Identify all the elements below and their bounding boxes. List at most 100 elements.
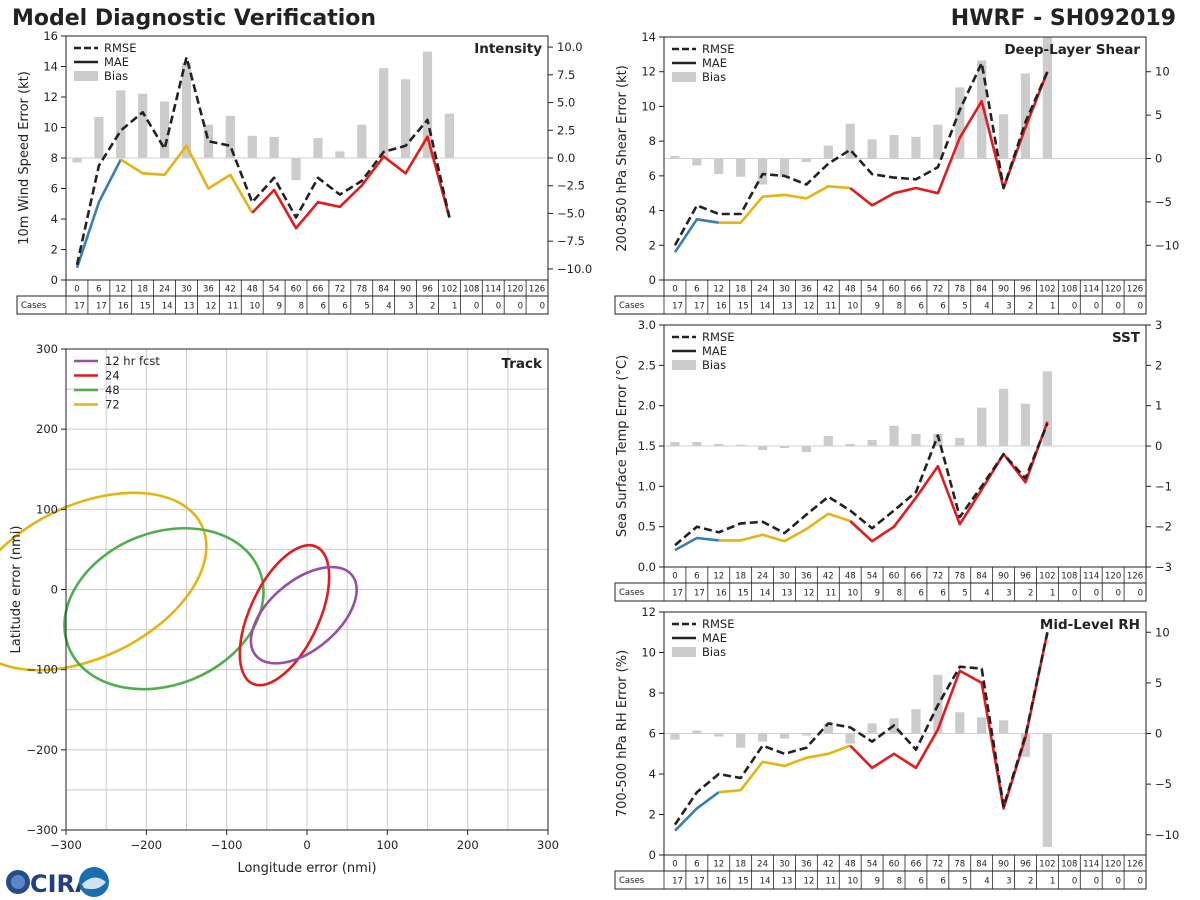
legend-bias-label: Bias — [104, 69, 128, 83]
legend-bias-swatch — [672, 647, 696, 657]
legend-bias-swatch — [672, 72, 696, 82]
case-count: 5 — [962, 877, 967, 887]
bias-bar — [955, 87, 965, 159]
bias-bar — [159, 101, 170, 158]
y-tick-label: 8 — [649, 134, 656, 148]
hour-label: 36 — [801, 285, 812, 295]
cira-logo: CIRA — [6, 867, 109, 898]
case-count: 2 — [1028, 302, 1033, 312]
y-tick-label: 0.5 — [638, 520, 656, 534]
panel-label: Deep-Layer Shear — [1004, 42, 1140, 58]
y-tick-label: 2 — [51, 243, 58, 257]
hour-label: 96 — [1020, 860, 1031, 870]
hour-label: 6 — [694, 860, 699, 870]
hour-label: 72 — [932, 285, 943, 295]
case-count: 5 — [962, 302, 967, 312]
x-tick-label: 200 — [457, 838, 479, 852]
bias-bar — [779, 446, 790, 449]
hour-label: 42 — [823, 285, 834, 295]
hour-label: 24 — [757, 860, 768, 870]
mae-line-mid — [718, 744, 851, 794]
case-count: 10 — [847, 589, 858, 599]
legend-mae-label: MAE — [702, 344, 727, 358]
y2-tick-label: 2.5 — [557, 123, 575, 137]
case-count: 3 — [1006, 589, 1011, 599]
y2-tick-label: 10 — [1155, 625, 1170, 639]
case-count: 6 — [940, 589, 945, 599]
y2-tick-label: −5.0 — [557, 206, 585, 220]
y2-tick-label: −2 — [1155, 520, 1172, 534]
bias-bar — [933, 124, 943, 159]
case-count: 16 — [716, 589, 727, 599]
bias-bar — [291, 158, 301, 181]
hour-label: 114 — [1083, 572, 1099, 582]
case-count: 0 — [1138, 589, 1143, 599]
mae-line-late — [849, 71, 1049, 207]
y-tick-label: 4 — [51, 212, 58, 226]
cases-label: Cases — [619, 301, 645, 311]
bias-bar — [714, 158, 724, 175]
bias-bar — [801, 446, 812, 453]
legend-rmse-label: RMSE — [702, 330, 734, 344]
bias-bar — [998, 720, 1009, 734]
y-tick-label: 10 — [641, 99, 656, 113]
bias-bar — [379, 68, 389, 158]
hour-label: 42 — [225, 285, 236, 295]
panel-label: Mid-Level RH — [1040, 617, 1140, 633]
hour-label: 48 — [845, 572, 856, 582]
hour-label: 30 — [779, 285, 790, 295]
case-count: 1 — [1050, 589, 1055, 599]
hour-label: 78 — [954, 572, 965, 582]
y2-tick-label: 5.0 — [557, 96, 575, 110]
hour-label: 0 — [672, 860, 677, 870]
hour-label: 0 — [672, 285, 677, 295]
bias-bar — [94, 116, 104, 158]
hour-label: 30 — [779, 860, 790, 870]
case-count: 6 — [940, 877, 945, 887]
y2-tick-label: 7.5 — [557, 68, 575, 82]
bias-bar — [444, 113, 455, 158]
bias-bar — [867, 439, 877, 446]
case-count: 2 — [1028, 877, 1033, 887]
case-count: 3 — [408, 302, 413, 312]
y-tick-label: 0 — [51, 583, 58, 597]
hour-label: 102 — [1039, 285, 1055, 295]
bias-bar — [823, 435, 833, 446]
x-tick-label: −100 — [211, 838, 243, 852]
bias-bar — [247, 135, 257, 158]
seal-bird-icon — [82, 877, 106, 890]
hour-label: 60 — [889, 860, 900, 870]
hour-label: 18 — [735, 860, 746, 870]
mae-line-early — [674, 536, 719, 552]
legend-label: 12 hr fcst — [105, 354, 160, 368]
legend-label: 24 — [105, 369, 120, 383]
legend-rmse-label: RMSE — [702, 617, 734, 631]
case-count: 0 — [1116, 302, 1121, 312]
case-count: 14 — [760, 302, 771, 312]
case-count: 15 — [738, 877, 749, 887]
case-count: 3 — [1006, 302, 1011, 312]
hour-label: 108 — [463, 285, 479, 295]
y2-tick-label: −2.5 — [557, 179, 585, 193]
hour-label: 114 — [1083, 285, 1099, 295]
y-tick-label: 2 — [649, 808, 656, 822]
case-count: 10 — [249, 302, 260, 312]
case-count: 6 — [320, 302, 325, 312]
error-ellipse — [63, 526, 265, 691]
case-count: 8 — [897, 302, 902, 312]
bias-bar — [757, 446, 768, 451]
hour-label: 126 — [1127, 860, 1143, 870]
bias-bar — [977, 407, 987, 446]
bias-bar — [845, 123, 855, 159]
case-count: 14 — [760, 877, 771, 887]
x-tick-label: 300 — [537, 838, 559, 852]
globe-inner-icon — [11, 875, 25, 889]
case-count: 1 — [1050, 302, 1055, 312]
y-axis-label: 700-500 hPa RH Error (%) — [615, 650, 630, 817]
legend-bias-swatch — [672, 360, 696, 370]
